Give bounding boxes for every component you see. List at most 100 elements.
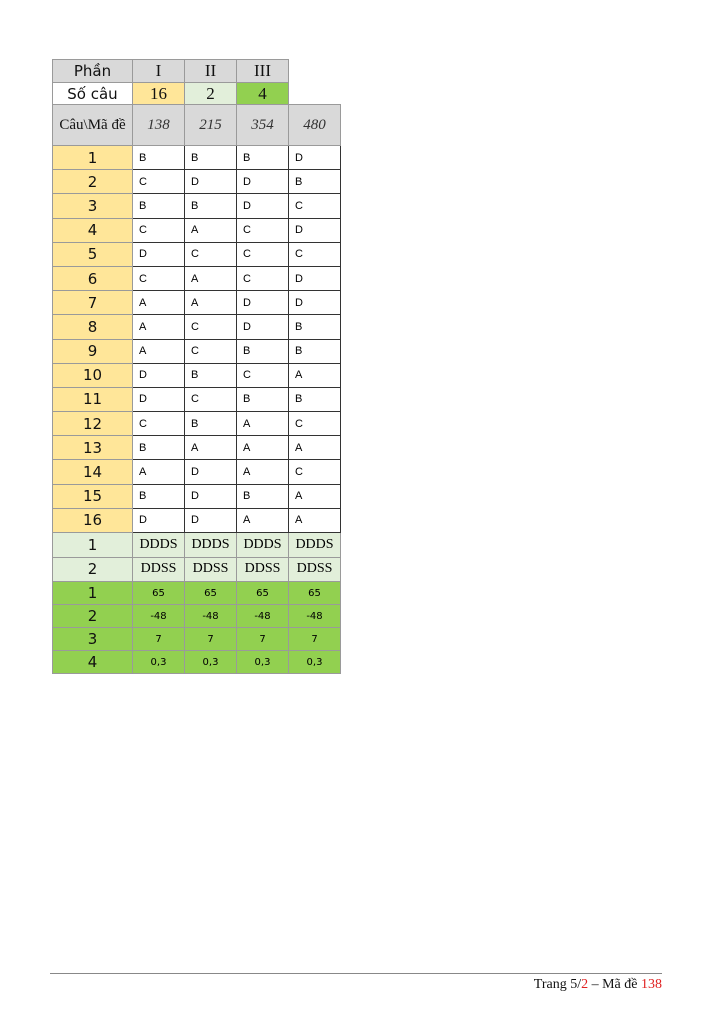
question-number: 2 xyxy=(52,556,133,582)
part1-row: 10 D B C A xyxy=(52,362,341,388)
answer-cell: D xyxy=(132,386,185,413)
answer-cell: A xyxy=(184,265,237,292)
empty-cell xyxy=(289,60,341,83)
answer-cell: B xyxy=(184,193,237,219)
answer-cell: 0,3 xyxy=(236,650,289,674)
answer-cell: 0,3 xyxy=(132,650,185,674)
part2-row: 1 DDDS DDDS DDDS DDDS xyxy=(52,532,341,558)
answer-cell: DDSS xyxy=(236,556,289,582)
answer-cell: C xyxy=(288,411,341,437)
answer-cell: D xyxy=(184,459,237,485)
part1-row: 11 D C B B xyxy=(52,386,341,413)
answer-cell: D xyxy=(132,241,185,267)
question-number: 5 xyxy=(52,241,133,267)
answer-cell: DDDS xyxy=(236,532,289,558)
answer-cell: D xyxy=(184,169,237,195)
answer-cell: 0,3 xyxy=(288,650,341,674)
question-number: 9 xyxy=(52,338,133,364)
answer-cell: DDSS xyxy=(184,556,237,582)
answer-cell: 65 xyxy=(288,581,341,605)
answer-cell: D xyxy=(132,362,185,388)
answer-cell: D xyxy=(236,314,289,340)
part1-row: 15 B D B A xyxy=(52,483,341,509)
question-number: 2 xyxy=(52,604,133,628)
question-number: 6 xyxy=(52,265,133,292)
answer-key-table: Phần I II III Số câu 16 2 4 Câu\Mã đề 13… xyxy=(52,59,341,674)
question-number: 14 xyxy=(52,459,133,485)
count-part-iii: 4 xyxy=(236,82,289,105)
answer-cell: A xyxy=(236,435,289,461)
part3-row: 2 -48 -48 -48 -48 xyxy=(52,604,341,628)
answer-cell: B xyxy=(184,144,237,171)
answer-cell: D xyxy=(236,193,289,219)
answer-cell: A xyxy=(132,290,185,316)
answer-cell: D xyxy=(288,290,341,316)
answer-cell: A xyxy=(184,290,237,316)
code: 480 xyxy=(288,104,341,146)
answer-cell: 7 xyxy=(288,627,341,651)
answer-cell: A xyxy=(132,338,185,364)
part-iii: III xyxy=(236,59,289,83)
answer-cell: C xyxy=(184,314,237,340)
answer-cell: B xyxy=(288,338,341,364)
part1-row: 12 C B A C xyxy=(52,411,341,437)
answer-cell: 65 xyxy=(184,581,237,605)
answer-cell: D xyxy=(288,265,341,292)
answer-cell: C xyxy=(132,411,185,437)
part1-row: 13 B A A A xyxy=(52,435,341,461)
answer-cell: A xyxy=(236,507,289,534)
answer-cell: D xyxy=(288,144,341,171)
answer-cell: D xyxy=(288,217,341,243)
answer-cell: DDDS xyxy=(288,532,341,558)
answer-cell: A xyxy=(288,435,341,461)
answer-cell: A xyxy=(184,435,237,461)
answer-cell: C xyxy=(236,217,289,243)
answer-cell: D xyxy=(236,169,289,195)
footer-divider xyxy=(50,973,662,974)
answer-cell: -48 xyxy=(288,604,341,628)
answer-cell: DDSS xyxy=(132,556,185,582)
answer-cell: B xyxy=(288,314,341,340)
answer-cell: B xyxy=(288,169,341,195)
answer-cell: D xyxy=(132,507,185,534)
answer-cell: A xyxy=(132,459,185,485)
footer-code: 138 xyxy=(641,977,662,992)
answer-cell: 7 xyxy=(184,627,237,651)
question-number: 15 xyxy=(52,483,133,509)
footer-total: 2 xyxy=(581,977,589,992)
answer-cell: C xyxy=(288,193,341,219)
part2-row: 2 DDSS DDSS DDSS DDSS xyxy=(52,556,341,582)
answer-cell: -48 xyxy=(184,604,237,628)
answer-cell: C xyxy=(184,386,237,413)
answer-cell: 7 xyxy=(132,627,185,651)
answer-cell: 0,3 xyxy=(184,650,237,674)
answer-cell: B xyxy=(236,338,289,364)
answer-cell: DDDS xyxy=(132,532,185,558)
answer-cell: B xyxy=(132,193,185,219)
question-number: 8 xyxy=(52,314,133,340)
count-part-i: 16 xyxy=(132,82,185,105)
question-number: 1 xyxy=(52,581,133,605)
question-number: 12 xyxy=(52,411,133,437)
answer-cell: B xyxy=(132,435,185,461)
part1-row: 14 A D A C xyxy=(52,459,341,485)
code-label: Câu\Mã đề xyxy=(52,104,133,146)
answer-cell: C xyxy=(184,241,237,267)
answer-cell: C xyxy=(132,217,185,243)
answer-cell: C xyxy=(236,362,289,388)
part-ii: II xyxy=(184,59,237,83)
answer-cell: D xyxy=(236,290,289,316)
answer-cell: C xyxy=(288,241,341,267)
answer-cell: B xyxy=(184,411,237,437)
answer-cell: A xyxy=(288,483,341,509)
answer-cell: A xyxy=(288,507,341,534)
question-number: 13 xyxy=(52,435,133,461)
